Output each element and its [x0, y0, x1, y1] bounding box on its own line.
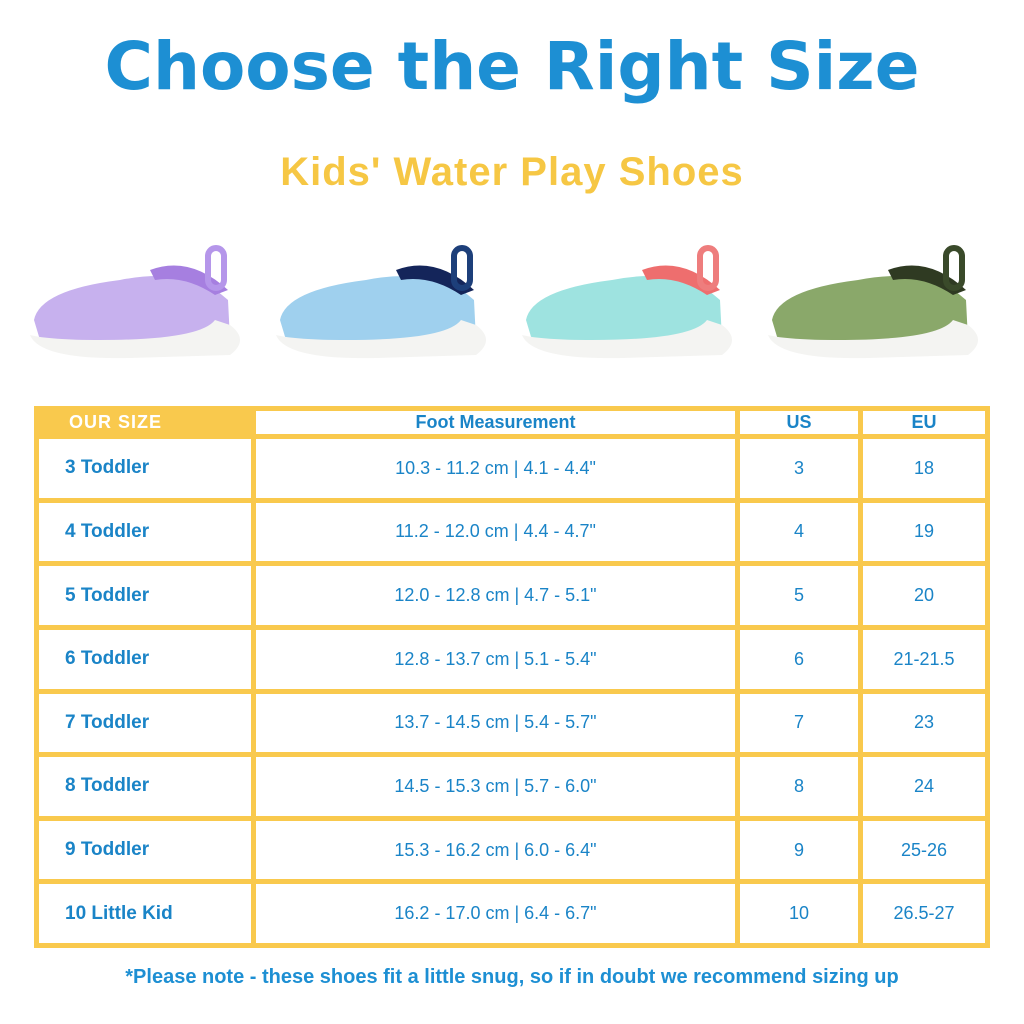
subtitle: Kids' Water Play Shoes	[280, 150, 744, 194]
table-cell: 4	[740, 502, 858, 562]
table-cell: 9 Toddler	[39, 820, 251, 880]
table-cell: 10 Little Kid	[39, 884, 251, 943]
column-header: Foot Measurement	[256, 411, 735, 434]
table-cell: 3 Toddler	[39, 439, 251, 498]
table-row: 7 Toddler 13.7 - 14.5 cm | 5.4 - 5.7" 7 23	[39, 693, 985, 753]
column-header: US	[740, 411, 858, 434]
table-cell: 7	[740, 693, 858, 753]
shoe-purple	[30, 245, 240, 359]
table-cell: 26.5-27	[863, 884, 985, 943]
table-row: 6 Toddler 12.8 - 13.7 cm | 5.1 - 5.4" 6 21-…	[39, 629, 985, 689]
table-cell: 5 Toddler	[39, 566, 251, 625]
column-header: EU	[863, 411, 985, 434]
header-row: OUR SIZE Foot Measurement US EU	[39, 411, 985, 434]
table-cell: 3	[740, 439, 858, 498]
size-table: OUR SIZE Foot Measurement US EU 3 Toddler 10…	[34, 406, 990, 948]
table-cell: 20	[863, 566, 985, 625]
table-cell: 10	[740, 884, 858, 943]
table-cell: 12.8 - 13.7 cm | 5.1 - 5.4"	[256, 629, 735, 689]
table-row: 8 Toddler 14.5 - 15.3 cm | 5.7 - 6.0" 8 24	[39, 757, 985, 816]
table-cell: 15.3 - 16.2 cm | 6.0 - 6.4"	[256, 820, 735, 880]
shoe-images	[30, 245, 978, 359]
table-cell: 8 Toddler	[39, 757, 251, 816]
shoe-blue	[276, 245, 486, 359]
shoe-mint	[522, 245, 732, 359]
shoe-leaf	[768, 245, 978, 359]
table-row: 5 Toddler 12.0 - 12.8 cm | 4.7 - 5.1" 5 20	[39, 566, 985, 625]
table-cell: 14.5 - 15.3 cm | 5.7 - 6.0"	[256, 757, 735, 816]
table-row: 9 Toddler 15.3 - 16.2 cm | 6.0 - 6.4" 9 25-…	[39, 820, 985, 880]
title: Choose the Right Size	[104, 28, 920, 105]
table-cell: 23	[863, 693, 985, 753]
table-row: 3 Toddler 10.3 - 11.2 cm | 4.1 - 4.4" 3 18	[39, 439, 985, 498]
table-cell: 11.2 - 12.0 cm | 4.4 - 4.7"	[256, 502, 735, 562]
table-cell: 10.3 - 11.2 cm | 4.1 - 4.4"	[256, 439, 735, 498]
table-cell: 25-26	[863, 820, 985, 880]
table-cell: 12.0 - 12.8 cm | 4.7 - 5.1"	[256, 566, 735, 625]
table-cell: 18	[863, 439, 985, 498]
table-cell: 7 Toddler	[39, 693, 251, 753]
column-header: OUR SIZE	[39, 411, 251, 434]
table-cell: 21-21.5	[863, 629, 985, 689]
table-cell: 16.2 - 17.0 cm | 6.4 - 6.7"	[256, 884, 735, 943]
table-cell: 8	[740, 757, 858, 816]
table-cell: 5	[740, 566, 858, 625]
table-cell: 19	[863, 502, 985, 562]
table-cell: 6	[740, 629, 858, 689]
table-cell: 13.7 - 14.5 cm | 5.4 - 5.7"	[256, 693, 735, 753]
table-row: 4 Toddler 11.2 - 12.0 cm | 4.4 - 4.7" 4 19	[39, 502, 985, 562]
table-row: 10 Little Kid 16.2 - 17.0 cm | 6.4 - 6.7"…	[39, 884, 985, 943]
table-cell: 24	[863, 757, 985, 816]
table-cell: 9	[740, 820, 858, 880]
note: *Please note - these shoes fit a little …	[125, 966, 899, 988]
table-cell: 6 Toddler	[39, 629, 251, 689]
table-cell: 4 Toddler	[39, 502, 251, 562]
